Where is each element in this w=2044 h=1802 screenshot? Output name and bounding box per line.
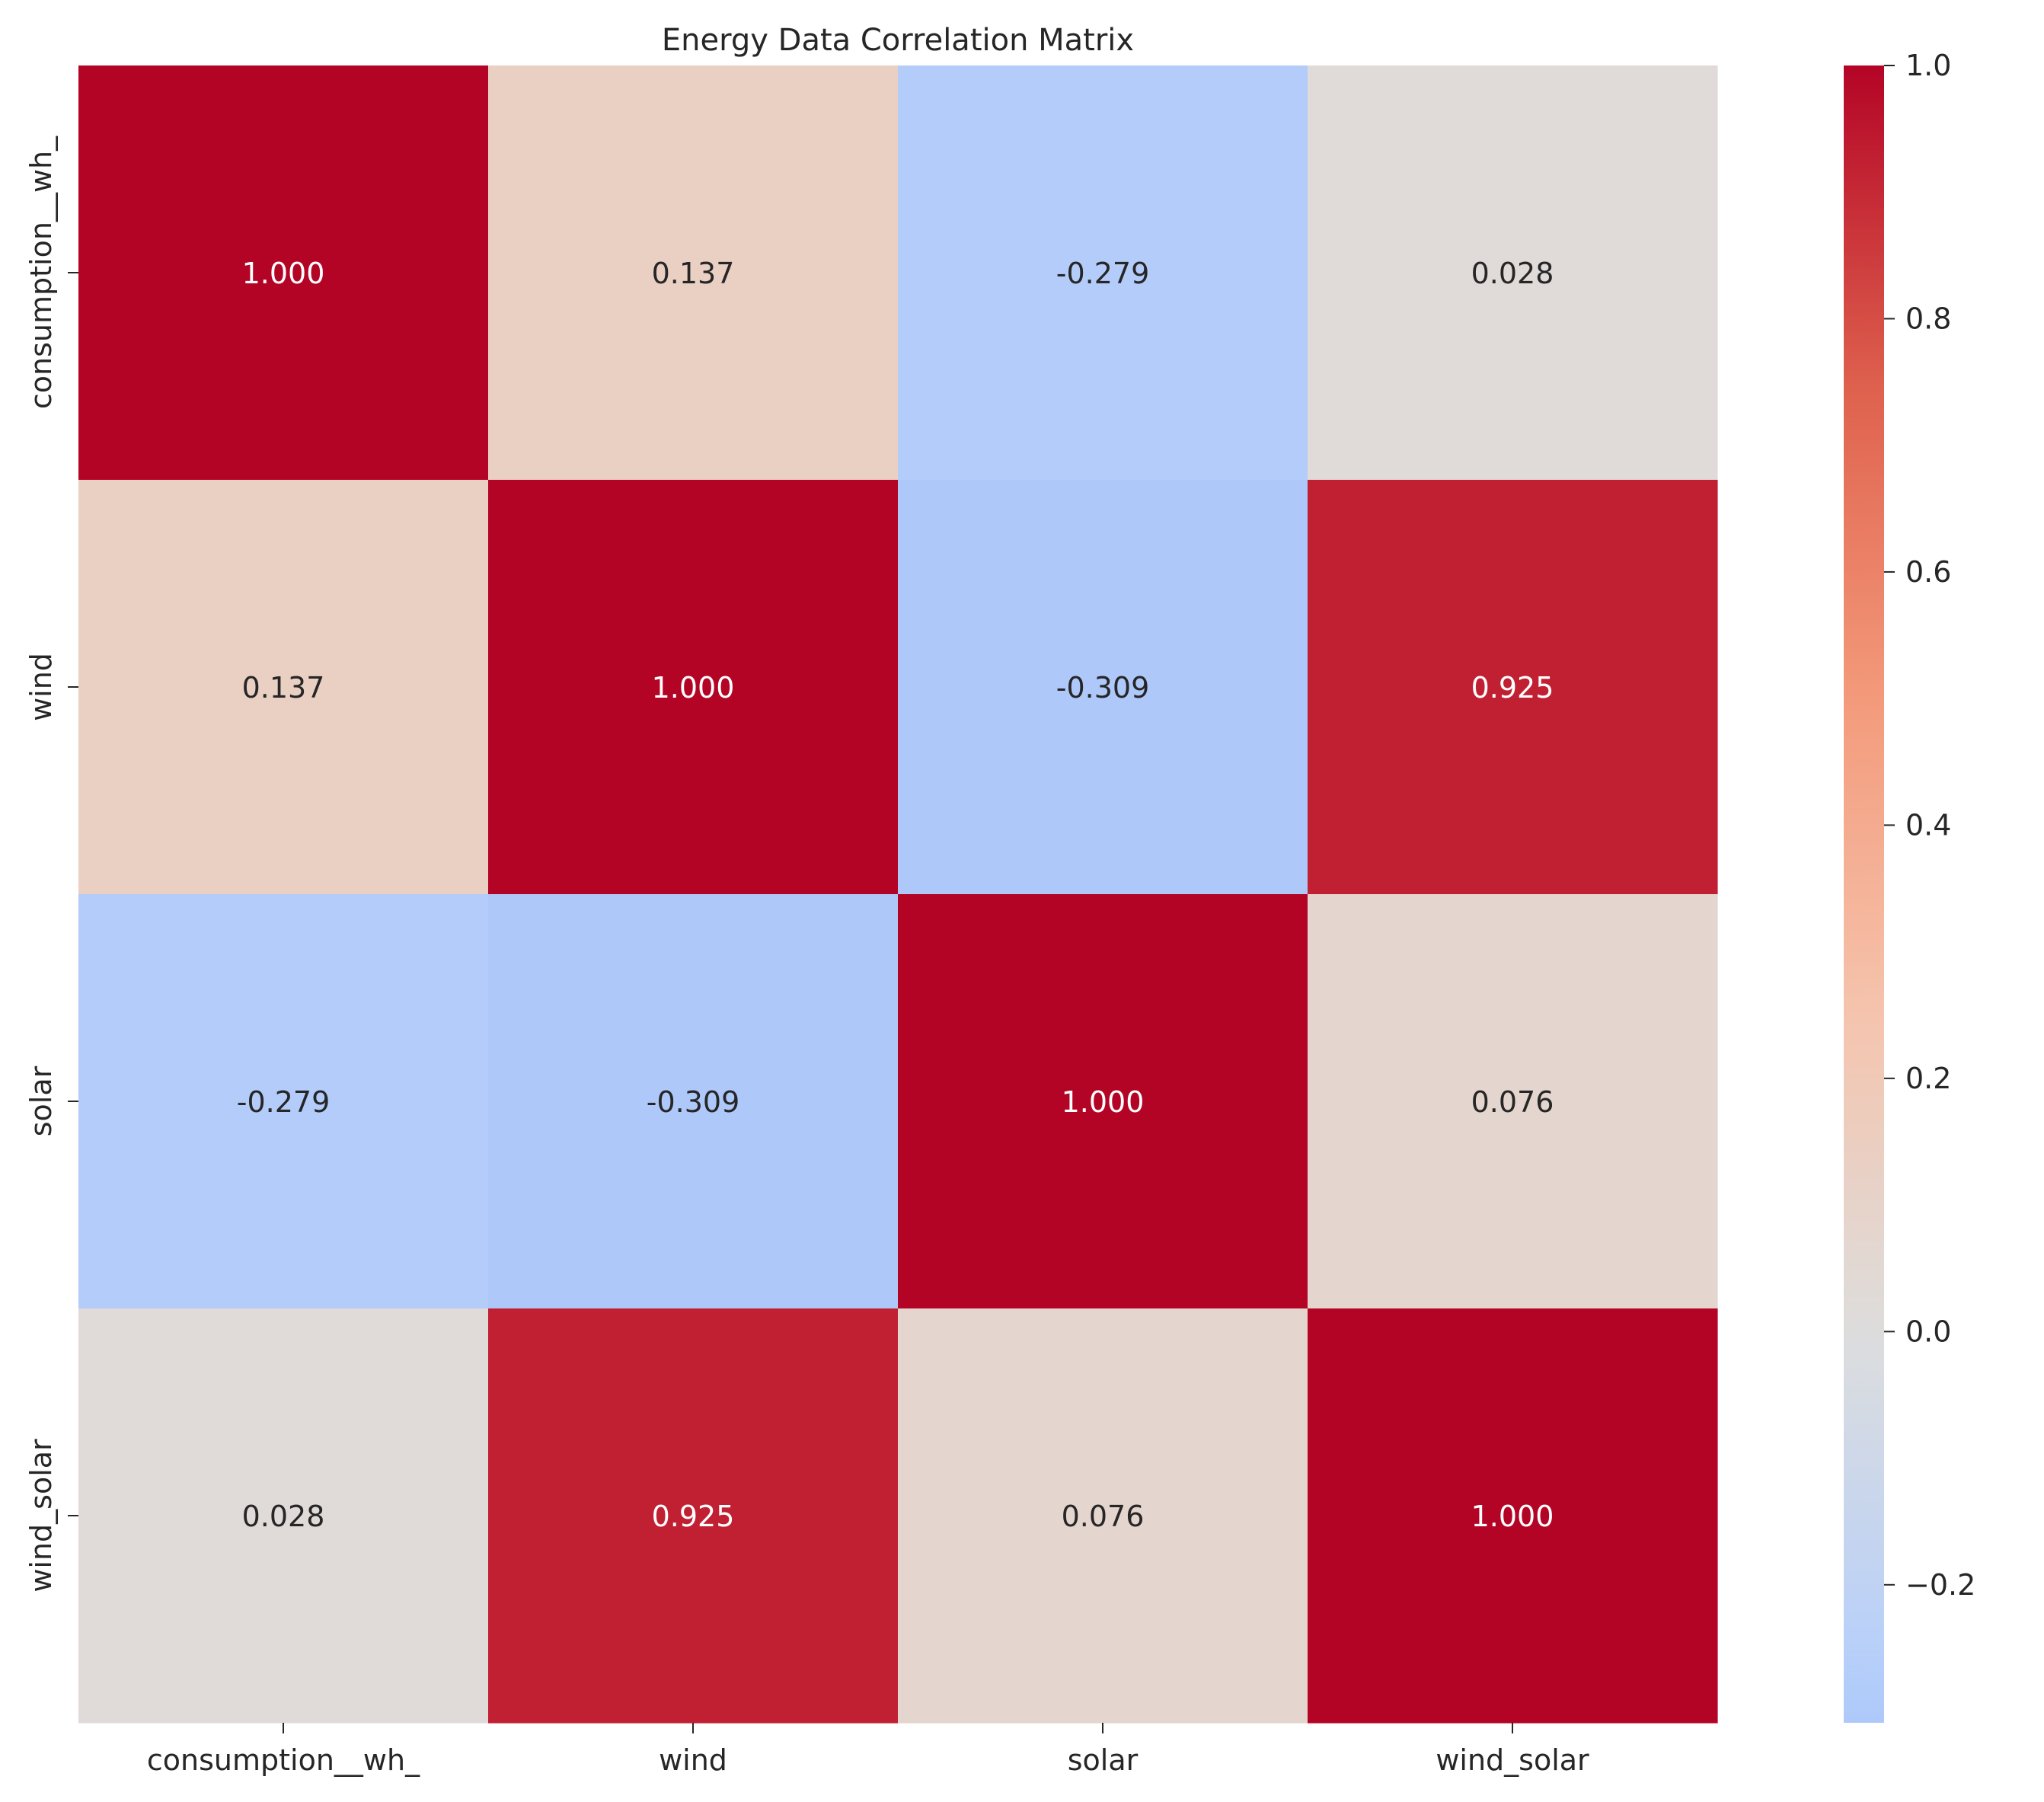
heatmap-cell: [488, 65, 899, 481]
colorbar-tick-label: 0.4: [1905, 808, 1951, 842]
cell-annotation: 0.925: [652, 1500, 735, 1533]
cell-annotation: 1.000: [652, 671, 735, 705]
heatmap-cell: [488, 1308, 899, 1724]
heatmap-cell: [1308, 480, 1718, 895]
chart-title: Energy Data Correlation Matrix: [662, 23, 1134, 58]
colorbar: −0.2 0.0 0.2 0.4 0.6 0.8 1.0: [1844, 49, 1975, 1723]
cell-annotation: 1.000: [1471, 1500, 1554, 1533]
heatmap-cell: [898, 480, 1308, 895]
cell-annotation: 1.000: [242, 257, 325, 290]
cell-annotation: -0.279: [1056, 257, 1150, 290]
y-tick-label: solar: [24, 1066, 58, 1136]
cell-annotation: -0.309: [1056, 671, 1150, 705]
heatmap-cell: [898, 894, 1308, 1309]
x-axis: consumption__wh_ wind solar wind_solar: [147, 1723, 1589, 1777]
heatmap-cell: [1308, 65, 1718, 481]
colorbar-tick-label: 0.8: [1905, 302, 1951, 335]
x-tick-label: consumption__wh_: [147, 1743, 420, 1777]
y-tick-label: consumption__wh_: [24, 136, 58, 409]
colorbar-tick-label: 0.0: [1905, 1315, 1951, 1348]
colorbar-tick-label: −0.2: [1905, 1568, 1975, 1602]
cell-annotation: -0.279: [237, 1085, 331, 1119]
cell-annotation: 0.137: [242, 671, 325, 705]
y-tick-label: wind: [24, 653, 58, 721]
cell-annotation: -0.309: [647, 1085, 740, 1119]
x-tick-label: wind_solar: [1436, 1743, 1589, 1777]
heatmap-cell: [488, 480, 899, 895]
cell-annotation: 0.137: [652, 257, 735, 290]
heatmap-cell: [78, 65, 489, 481]
cell-annotation: 0.028: [242, 1500, 325, 1533]
y-tick-label: wind_solar: [24, 1439, 58, 1593]
heatmap-cell: [488, 894, 899, 1309]
heatmap-cell: [1308, 894, 1718, 1309]
cell-annotation: 0.925: [1471, 671, 1554, 705]
heatmap-cell: [1308, 1308, 1718, 1724]
x-tick-label: wind: [659, 1743, 727, 1777]
cell-annotation: 0.076: [1062, 1500, 1145, 1533]
cell-annotation: 0.076: [1471, 1085, 1554, 1119]
heatmap-cells: [78, 65, 1718, 1724]
heatmap-cell: [78, 894, 489, 1309]
colorbar-tick-label: 1.0: [1905, 49, 1951, 82]
x-tick-label: solar: [1068, 1743, 1139, 1777]
colorbar-tick-label: 0.2: [1905, 1062, 1951, 1095]
heatmap-cell: [898, 65, 1308, 481]
heatmap-cell: [78, 480, 489, 895]
heatmap-cell: [78, 1308, 489, 1724]
colorbar-gradient: [1844, 65, 1884, 1723]
cell-annotation: 0.028: [1471, 257, 1554, 290]
heatmap-cell: [898, 1308, 1308, 1724]
colorbar-tick-label: 0.6: [1905, 555, 1951, 589]
heatmap-annotations: 1.000 0.137 -0.279 0.028 0.137 1.000 -0.309 0.9…: [237, 257, 1554, 1533]
y-axis: consumption__wh_wind solar wind_solar: [24, 136, 78, 1593]
cell-annotation: 1.000: [1062, 1085, 1145, 1119]
